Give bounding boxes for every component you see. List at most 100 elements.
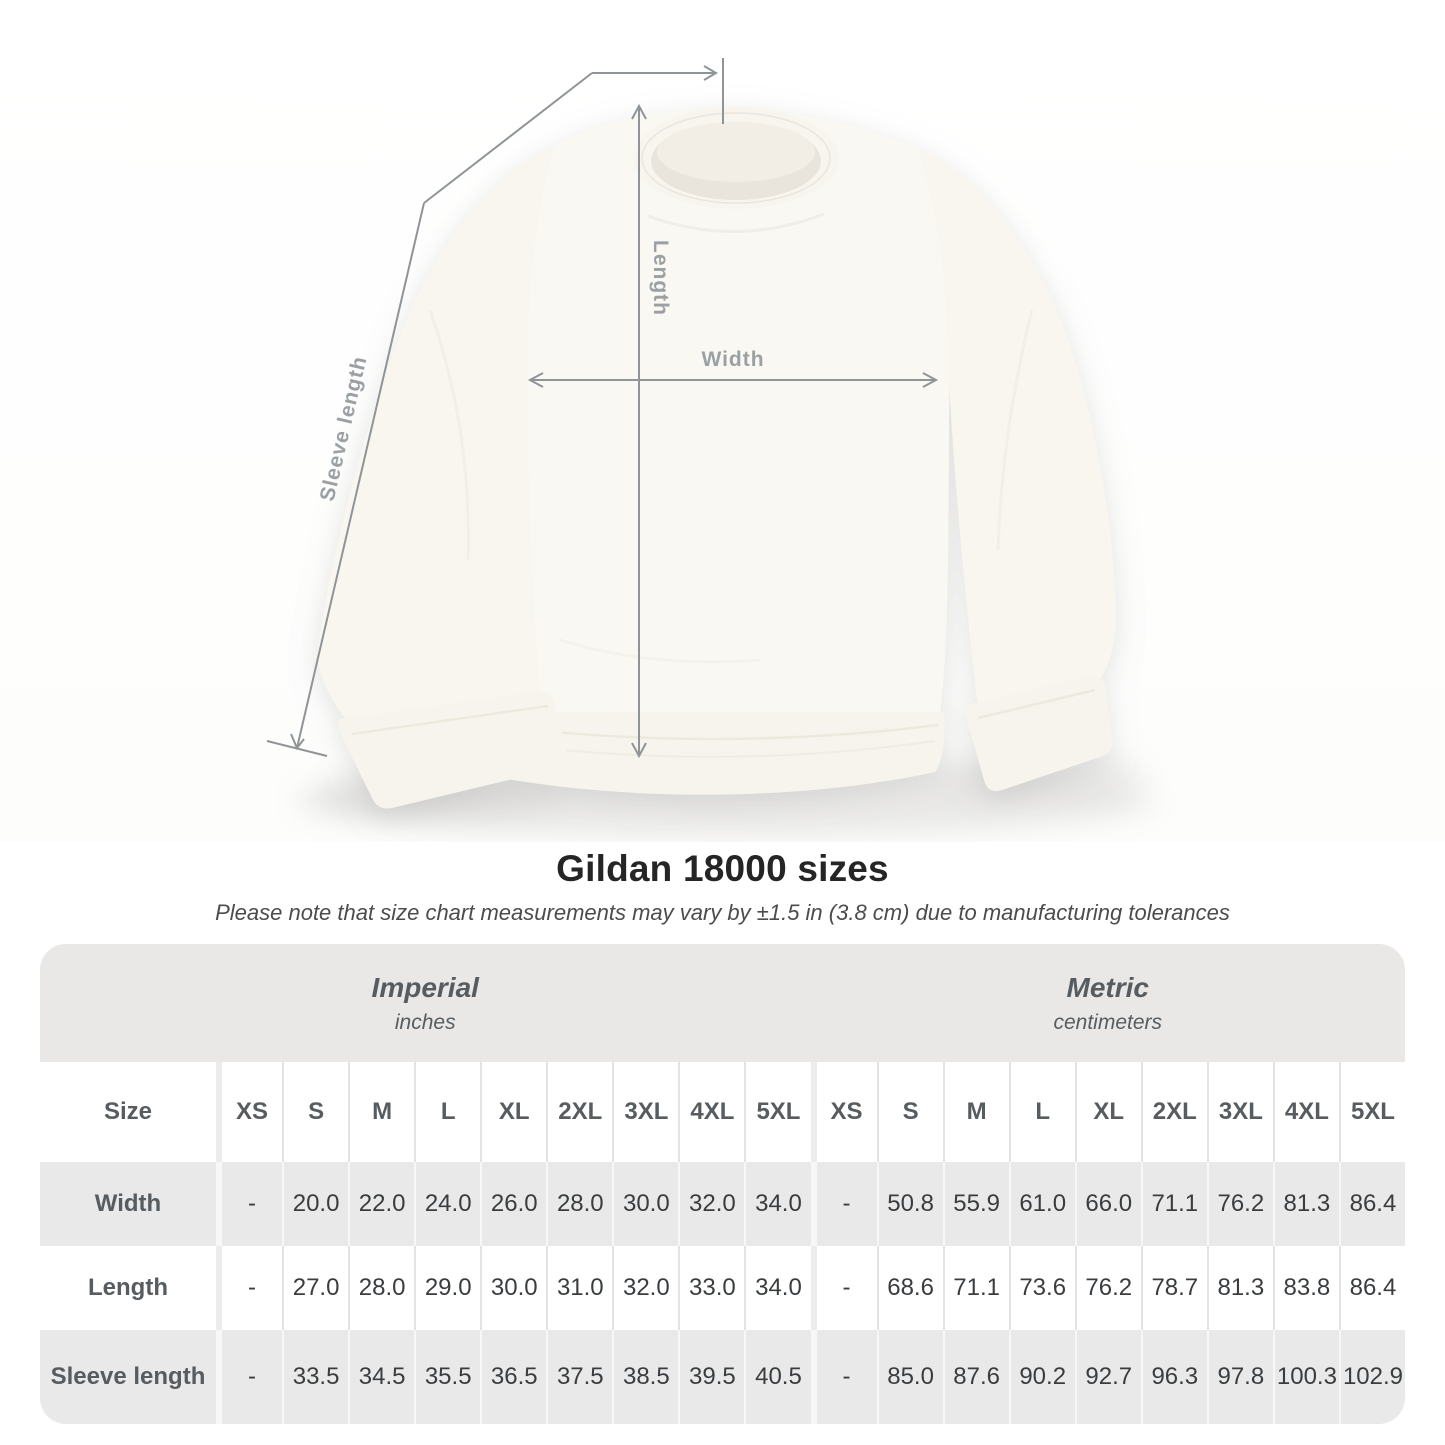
unit-system-band: Imperial inches Metric centimeters bbox=[40, 944, 1405, 1062]
value-metric: 76.2 bbox=[1206, 1162, 1273, 1246]
waistband-rib-line bbox=[504, 723, 939, 741]
size-header-imperial-m: M bbox=[348, 1062, 414, 1162]
sweatshirt-right-cuff bbox=[965, 675, 1113, 791]
value-metric: 92.7 bbox=[1074, 1330, 1141, 1424]
table-row-sleeve-length: Sleeve length -33.5 34.5 35.5 36.5 37.5 38.5 39… bbox=[40, 1330, 1405, 1424]
size-header-metric-xl: XL bbox=[1074, 1062, 1141, 1162]
value-metric: 100.3 bbox=[1272, 1330, 1339, 1424]
table-row-width: Width -20.0 22.0 24.0 26.0 28.0 30.0 32.0 34.0-5… bbox=[40, 1162, 1405, 1246]
size-header-imperial-xs: XS bbox=[216, 1062, 282, 1162]
value-imperial: 28.0 bbox=[348, 1246, 414, 1330]
value-imperial: 32.0 bbox=[612, 1246, 678, 1330]
measurement-lines bbox=[266, 58, 939, 759]
sleeve-end-tick bbox=[266, 740, 328, 757]
sleeve-arrowhead-top bbox=[703, 65, 718, 81]
imperial-system-header: Imperial inches bbox=[40, 944, 811, 1062]
value-metric: - bbox=[810, 1246, 877, 1330]
length-label: Length bbox=[649, 240, 672, 316]
size-data-rows: Width -20.0 22.0 24.0 26.0 28.0 30.0 32.0 34.0-5… bbox=[40, 1162, 1405, 1424]
size-header-metric-2xl: 2XL bbox=[1140, 1062, 1207, 1162]
size-header-imperial-5xl: 5XL bbox=[744, 1062, 810, 1162]
size-header-metric-m: M bbox=[942, 1062, 1009, 1162]
value-metric: 71.1 bbox=[942, 1246, 1009, 1330]
value-imperial: 31.0 bbox=[546, 1246, 612, 1330]
width-arrowhead-right bbox=[922, 372, 939, 388]
collar-rib bbox=[641, 112, 831, 204]
size-header-metric-l: L bbox=[1008, 1062, 1075, 1162]
tolerance-note: Please note that size chart measurements… bbox=[215, 900, 1230, 925]
value-metric: 96.3 bbox=[1140, 1330, 1207, 1424]
sweatshirt-left-sleeve bbox=[317, 146, 554, 722]
value-metric: 73.6 bbox=[1008, 1246, 1075, 1330]
value-metric: 50.8 bbox=[876, 1162, 943, 1246]
value-metric: 86.4 bbox=[1338, 1246, 1405, 1330]
value-imperial: 20.0 bbox=[282, 1162, 348, 1246]
size-header-row: Size XS S M L XL 2XL 3XL 4XL 5XL XS S M L XL 2XL 3XL 4XL 5… bbox=[40, 1062, 1405, 1162]
size-chart-table: Imperial inches Metric centimeters Size X… bbox=[40, 944, 1405, 1424]
cuff-rib-line bbox=[351, 704, 549, 736]
value-imperial: 30.0 bbox=[612, 1162, 678, 1246]
size-header-imperial-s: S bbox=[282, 1062, 348, 1162]
value-imperial: 26.0 bbox=[480, 1162, 546, 1246]
table-row-length: Length -27.0 28.0 29.0 30.0 31.0 32.0 33.0 34.0-… bbox=[40, 1246, 1405, 1330]
size-header-imperial-3xl: 3XL bbox=[612, 1062, 678, 1162]
value-imperial: 37.5 bbox=[546, 1330, 612, 1424]
row-label: Width bbox=[94, 1190, 162, 1217]
value-metric: 61.0 bbox=[1008, 1162, 1075, 1246]
length-arrowhead-top bbox=[631, 103, 647, 120]
product-measurement-diagram: Length Width Sleeve length bbox=[0, 0, 1445, 842]
size-header-imperial-l: L bbox=[414, 1062, 480, 1162]
size-header-metric-4xl: 4XL bbox=[1272, 1062, 1339, 1162]
value-imperial: 34.5 bbox=[348, 1330, 414, 1424]
metric-unit-label: centimeters bbox=[1053, 1010, 1163, 1034]
sweatshirt-waistband bbox=[497, 712, 945, 795]
value-imperial: 34.0 bbox=[744, 1246, 810, 1330]
value-metric: 102.9 bbox=[1338, 1330, 1405, 1424]
value-metric: 81.3 bbox=[1272, 1162, 1339, 1246]
value-imperial: 39.5 bbox=[678, 1330, 744, 1424]
value-metric: 83.8 bbox=[1272, 1246, 1339, 1330]
value-imperial: 29.0 bbox=[414, 1246, 480, 1330]
imperial-unit-label: inches bbox=[394, 1010, 456, 1034]
value-imperial: - bbox=[216, 1246, 282, 1330]
sweatshirt-illustration: Length Width Sleeve length bbox=[266, 58, 1155, 836]
value-imperial: - bbox=[216, 1162, 282, 1246]
value-metric: 68.6 bbox=[876, 1246, 943, 1330]
value-metric: 76.2 bbox=[1074, 1246, 1141, 1330]
sleeve-arrowhead-bottom bbox=[290, 733, 305, 750]
width-label: Width bbox=[701, 348, 764, 371]
value-metric: 90.2 bbox=[1008, 1330, 1075, 1424]
value-imperial: 28.0 bbox=[546, 1162, 612, 1246]
value-imperial: 27.0 bbox=[282, 1246, 348, 1330]
value-metric: 87.6 bbox=[942, 1330, 1009, 1424]
value-imperial: 33.5 bbox=[282, 1330, 348, 1424]
value-imperial: 34.0 bbox=[744, 1162, 810, 1246]
value-metric: 81.3 bbox=[1206, 1246, 1273, 1330]
wrinkle-line bbox=[996, 309, 1034, 551]
value-metric: 66.0 bbox=[1074, 1162, 1141, 1246]
value-imperial: - bbox=[216, 1330, 282, 1424]
size-header-metric-s: S bbox=[876, 1062, 943, 1162]
row-label: Length bbox=[88, 1274, 168, 1301]
value-imperial: 24.0 bbox=[414, 1162, 480, 1246]
value-imperial: 22.0 bbox=[348, 1162, 414, 1246]
imperial-label: Imperial bbox=[371, 971, 479, 1003]
value-imperial: 32.0 bbox=[678, 1162, 744, 1246]
size-header-imperial-xl: XL bbox=[480, 1062, 546, 1162]
sweatshirt-body bbox=[494, 109, 950, 714]
wrinkle-line bbox=[647, 212, 825, 233]
value-metric: 55.9 bbox=[942, 1162, 1009, 1246]
value-metric: 97.8 bbox=[1206, 1330, 1273, 1424]
size-header-metric-5xl: 5XL bbox=[1338, 1062, 1405, 1162]
sleeve-length-arrow bbox=[423, 72, 593, 204]
wrinkle-line bbox=[428, 309, 470, 561]
sweatshirt-right-sleeve bbox=[918, 148, 1117, 708]
metric-system-header: Metric centimeters bbox=[811, 944, 1406, 1062]
length-arrowhead-bottom bbox=[631, 742, 647, 759]
sleeve-length-arrow bbox=[296, 202, 425, 749]
value-imperial: 38.5 bbox=[612, 1330, 678, 1424]
sweatshirt-left-cuff bbox=[337, 691, 567, 809]
value-metric: 71.1 bbox=[1140, 1162, 1207, 1246]
size-corner-header: Size bbox=[103, 1098, 153, 1125]
value-imperial: 30.0 bbox=[480, 1246, 546, 1330]
